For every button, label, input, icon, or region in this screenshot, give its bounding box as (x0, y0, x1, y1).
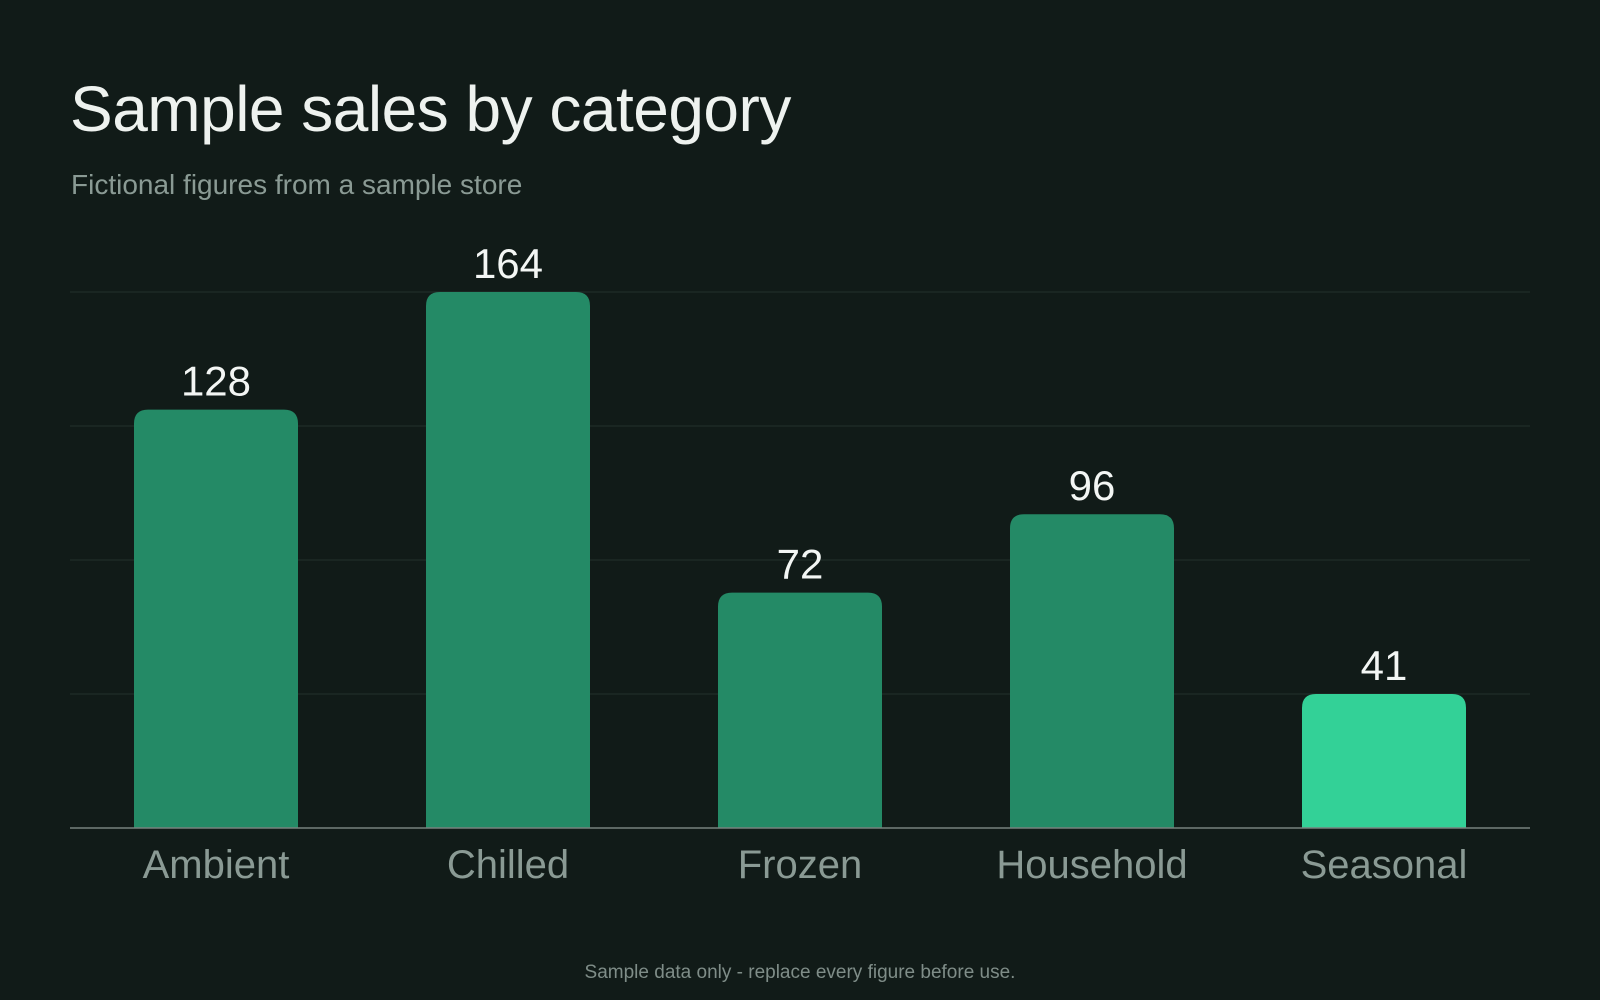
bar-chilled (426, 292, 590, 828)
footnote: Sample data only - replace every figure … (584, 962, 1016, 983)
bar-ambient (134, 409, 298, 828)
value-label-household: 96 (1069, 462, 1116, 509)
category-label-household: Household (996, 843, 1187, 887)
category-label-seasonal: Seasonal (1301, 843, 1468, 887)
value-label-frozen: 72 (777, 541, 824, 588)
category-labels: Ambient Chilled Frozen Household Seasonal (143, 843, 1468, 887)
bar-seasonal (1302, 694, 1466, 828)
bar-household (1010, 514, 1174, 828)
category-label-ambient: Ambient (143, 843, 290, 887)
category-label-chilled: Chilled (447, 843, 569, 887)
bar-frozen (718, 592, 882, 828)
value-labels: 128 164 72 96 41 (181, 240, 1407, 689)
chart-title: Sample sales by category (70, 73, 791, 145)
value-label-chilled: 164 (473, 240, 543, 287)
value-label-ambient: 128 (181, 358, 251, 405)
chart-subtitle: Fictional figures from a sample store (71, 169, 523, 200)
bars (134, 292, 1466, 828)
value-label-seasonal: 41 (1361, 642, 1408, 689)
category-label-frozen: Frozen (738, 843, 863, 887)
